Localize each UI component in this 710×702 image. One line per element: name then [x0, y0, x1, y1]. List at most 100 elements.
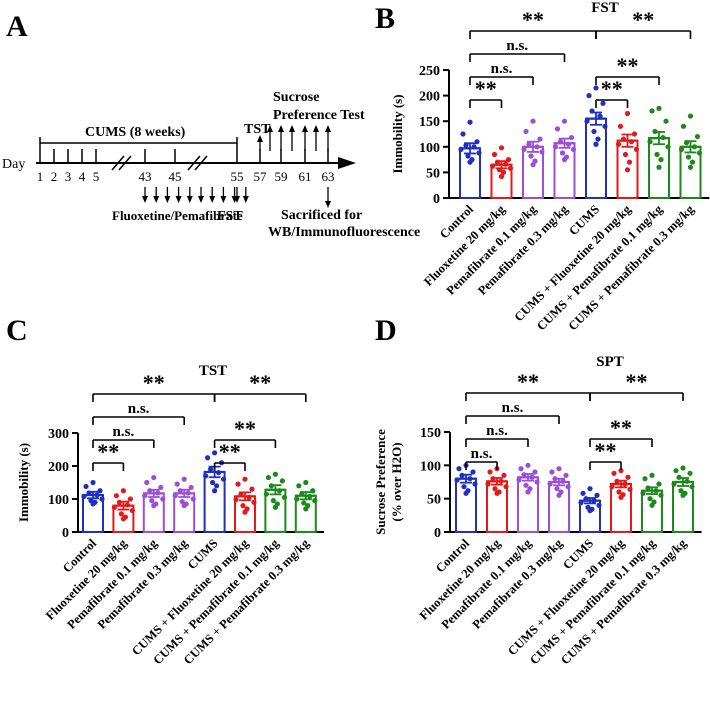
data-point — [502, 161, 509, 167]
data-point — [526, 141, 532, 147]
significance-label: ** — [617, 53, 639, 78]
data-point — [116, 499, 122, 505]
data-point — [687, 113, 694, 119]
data-point — [665, 144, 671, 150]
data-point — [647, 139, 653, 145]
data-point — [242, 509, 248, 515]
data-point — [602, 123, 608, 129]
data-point — [580, 490, 586, 496]
panel-label: D — [375, 314, 397, 347]
data-point — [560, 478, 566, 484]
data-point — [600, 100, 606, 106]
spt-arrowhead — [313, 125, 319, 132]
day-number: 61 — [299, 169, 312, 184]
data-point — [454, 477, 460, 483]
data-point — [656, 105, 662, 111]
data-point — [547, 481, 553, 487]
drug-arrowhead — [153, 196, 160, 203]
data-point — [111, 504, 117, 510]
chart-title: SPT — [596, 354, 624, 370]
spt-arrowhead — [289, 125, 295, 132]
data-point — [625, 474, 631, 480]
significance-label: ** — [249, 370, 271, 395]
data-point — [307, 493, 313, 499]
significance-label: ** — [595, 438, 617, 463]
data-point — [591, 128, 597, 135]
y-axis-label: (% over H2O) — [389, 442, 404, 521]
data-point — [534, 479, 540, 485]
data-point — [658, 492, 664, 498]
data-point — [521, 472, 527, 478]
data-point — [525, 489, 531, 495]
data-point — [500, 169, 507, 175]
significance-label: ** — [234, 416, 256, 441]
significance-label: n.s. — [502, 400, 524, 416]
data-point — [210, 479, 216, 486]
data-point — [118, 511, 124, 517]
data-point — [501, 472, 507, 478]
data-point — [120, 516, 126, 522]
data-point — [172, 493, 178, 499]
tst-arrowhead — [257, 135, 263, 142]
day-number: 43 — [139, 169, 152, 184]
data-point — [537, 136, 543, 142]
data-point — [616, 489, 622, 495]
timeline-break-mark — [187, 155, 201, 171]
data-point — [470, 469, 476, 475]
data-point — [465, 153, 471, 159]
y-tick-label: 0 — [434, 526, 441, 541]
data-point — [149, 498, 155, 504]
data-point — [498, 478, 504, 484]
data-point — [676, 474, 682, 480]
data-point — [528, 153, 534, 159]
data-point — [90, 501, 96, 507]
data-point — [678, 146, 685, 152]
sacrifice-arrowhead — [325, 201, 331, 208]
data-point — [208, 466, 214, 472]
data-point — [645, 485, 651, 491]
data-point — [563, 472, 569, 478]
data-point — [556, 466, 562, 472]
data-point — [491, 151, 498, 158]
data-point — [684, 478, 690, 484]
data-point — [689, 484, 695, 490]
data-point — [589, 108, 595, 114]
data-point — [618, 494, 624, 500]
data-point — [272, 471, 278, 477]
data-point — [263, 491, 269, 497]
data-point — [472, 481, 478, 487]
data-point — [583, 496, 589, 502]
timeline-panel: A Day CUMS (8 weeks) TST Sucrose Prefere… — [2, 10, 420, 240]
y-axis-label: Immobility (s) — [16, 443, 31, 522]
data-point — [494, 159, 501, 165]
data-point — [268, 483, 274, 489]
data-point — [649, 502, 655, 508]
data-point — [554, 126, 561, 132]
data-point — [503, 484, 509, 490]
data-point — [596, 502, 602, 508]
data-point — [557, 139, 564, 145]
drug-arrowhead — [164, 196, 171, 203]
chart-spt: D SPT 0 50 100 150 Sucrose Preference (% over H… — [373, 314, 702, 667]
spt-arrowhead — [325, 125, 331, 132]
spt-arrowhead — [278, 125, 284, 132]
data-point — [474, 139, 480, 145]
data-point — [240, 503, 246, 509]
data-point — [294, 496, 300, 502]
drug-arrowhead — [175, 196, 182, 203]
data-point — [265, 474, 271, 481]
data-point — [249, 486, 255, 492]
significance-label: ** — [219, 439, 241, 464]
panel-label-a: A — [6, 10, 28, 43]
data-point — [144, 479, 150, 486]
data-point — [127, 496, 133, 502]
data-point — [177, 488, 183, 494]
data-point — [490, 476, 496, 482]
data-point — [611, 470, 617, 476]
data-point — [587, 486, 593, 492]
data-point — [494, 490, 500, 496]
data-point — [489, 163, 496, 169]
data-point — [301, 500, 307, 506]
data-point — [190, 496, 196, 502]
